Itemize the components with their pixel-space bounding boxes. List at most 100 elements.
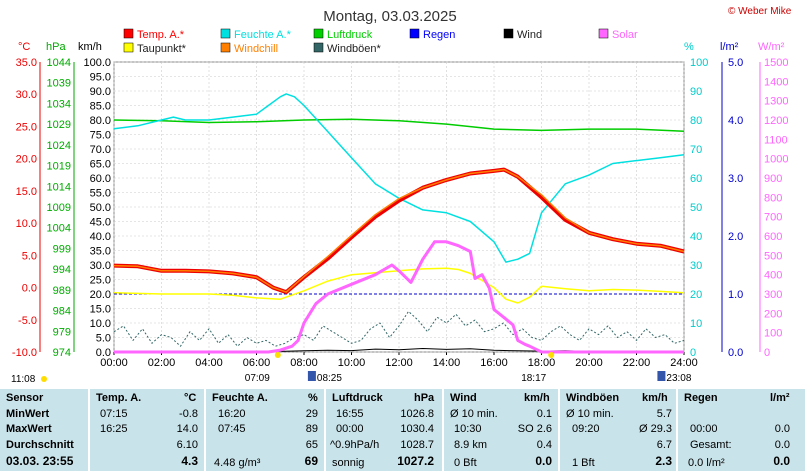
x-tick-label: 06:00 [243, 357, 271, 369]
rain-total-val: 0.0 [774, 439, 790, 451]
x-tick-label: 22:00 [623, 357, 651, 369]
moonrise-icon [307, 371, 316, 381]
wind-distance: 8.9 km [454, 439, 488, 451]
series-windb-en [113, 310, 685, 347]
temp-min-val: -0.8 [179, 408, 198, 420]
hum-abs: 4.48 g/m³ [214, 457, 261, 469]
legend-swatch [598, 28, 609, 39]
temp-current: 4.3 [181, 454, 198, 468]
solar-tick-label: 400 [764, 270, 782, 282]
pressure-tick-label: 1004 [47, 223, 71, 235]
temp-tick-label: 0.0 [22, 283, 37, 295]
legend-swatch [220, 28, 231, 39]
hum-avg-val: 65 [305, 439, 318, 451]
avg-label: Durchschnitt [6, 439, 74, 451]
temp-unit: °C [184, 392, 197, 404]
solar-tick-label: 1300 [764, 96, 788, 108]
wind-tick-label: 90.0 [90, 86, 111, 98]
press-max-val: 1030.4 [400, 423, 434, 435]
solar-tick-label: 500 [764, 250, 782, 262]
gust-bft: 1 Bft [572, 457, 595, 469]
solar-tick-label: 100 [764, 328, 782, 340]
min-label: MinWert [6, 408, 50, 420]
max-label: MaxWert [6, 423, 52, 435]
wind-tick-label: 10.0 [90, 318, 111, 330]
now-time-label: 11:08 [11, 374, 36, 385]
wind-tick-label: 15.0 [90, 304, 111, 316]
pressure-tick-label: 984 [53, 306, 71, 318]
x-tick-label: 20:00 [575, 357, 603, 369]
temp-tick-label: -10.0 [12, 347, 37, 359]
gust-unit: km/h [642, 392, 668, 404]
legend-label: Taupunkt* [137, 43, 187, 55]
temp-tick-label: 10.0 [16, 218, 37, 230]
wind-current: 0.0 [535, 454, 552, 468]
legend-label: Temp. A.* [137, 29, 185, 41]
hum-header: Feuchte A. [212, 392, 268, 404]
legend-swatch [220, 42, 231, 53]
temp-tick-label: 20.0 [16, 154, 37, 166]
temp-header: Temp. A. [96, 392, 142, 404]
wind-bft: 0 Bft [454, 457, 477, 469]
rain-current: 0.0 [773, 454, 790, 468]
pressure-tick-label: 1039 [47, 78, 71, 90]
legend-label: Luftdruck [327, 29, 373, 41]
press-max-time: 00:00 [336, 423, 364, 435]
rain-unit: l/m² [770, 392, 790, 404]
press-trend: ^0.9hPa/h [330, 439, 380, 451]
gust-header: Windböen [566, 392, 620, 404]
solar-tick-label: 1400 [764, 76, 788, 88]
wind-max-val: SO 2.6 [517, 423, 552, 435]
rain-rate: 0.0 l/m² [688, 457, 725, 469]
sun-icon [41, 376, 47, 382]
hum-current: 69 [304, 454, 318, 468]
rain-axis-unit: l/m² [720, 41, 739, 53]
x-tick-label: 14:00 [433, 357, 461, 369]
solar-tick-label: 0 [764, 347, 770, 359]
x-tick-label: 10:00 [338, 357, 366, 369]
humidity-tick-label: 90 [690, 86, 702, 98]
legend-swatch [409, 28, 420, 39]
legend: Temp. A.* Feuchte A.* Luftdruck Regen Wind So… [123, 28, 638, 55]
temp-tick-label: 30.0 [16, 89, 37, 101]
solar-tick-label: 600 [764, 231, 782, 243]
legend-swatch [313, 42, 324, 53]
sunrise-icon [274, 352, 281, 358]
rain-tick-label: 2.0 [728, 231, 743, 243]
temp-tick-label: 25.0 [16, 121, 37, 133]
series-windchill [113, 168, 685, 293]
rain-total-label: Gesamt: [690, 439, 732, 451]
wind-min-val: 0.1 [536, 408, 552, 420]
rain-max-time: 00:00 [690, 423, 718, 435]
wind-max-time: 10:30 [454, 423, 482, 435]
humidity-tick-label: 0 [690, 347, 696, 359]
wind-avg-val: 0.4 [536, 439, 552, 451]
weather-chart: Montag, 03.03.2025 © Weber Mike Temp. A.… [11, 6, 792, 385]
pressure-tick-label: 994 [53, 264, 71, 276]
wind-tick-label: 35.0 [90, 246, 111, 258]
pressure-tick-label: 974 [53, 347, 71, 359]
wind-unit: km/h [524, 392, 550, 404]
pressure-tick-label: 1029 [47, 119, 71, 131]
gust-max-time: 09:20 [572, 423, 600, 435]
solar-tick-label: 900 [764, 173, 782, 185]
legend-swatch [123, 28, 134, 39]
credit-label: © Weber Mike [728, 6, 792, 17]
temp-axis-unit: °C [18, 41, 30, 53]
solar-tick-label: 700 [764, 212, 782, 224]
pressure-tick-label: 1024 [47, 140, 71, 152]
legend-label: Feuchte A.* [234, 29, 292, 41]
x-tick-label: 12:00 [385, 357, 413, 369]
solar-tick-label: 1000 [764, 154, 788, 166]
gust-min-val: 5.7 [656, 408, 672, 420]
legend-swatch [503, 28, 514, 39]
gust-min-label: Ø 10 min. [566, 408, 614, 420]
x-tick-label: 24:00 [670, 357, 698, 369]
temp-avg-val: 6.10 [176, 439, 198, 451]
legend-label: Wind [517, 29, 542, 41]
sensor-header: Sensor [6, 392, 44, 404]
wind-tick-label: 30.0 [90, 260, 111, 272]
date-label: 03.03. 23:55 [6, 454, 74, 468]
temp-max-time: 16:25 [100, 423, 128, 435]
legend-label: Regen [423, 29, 455, 41]
